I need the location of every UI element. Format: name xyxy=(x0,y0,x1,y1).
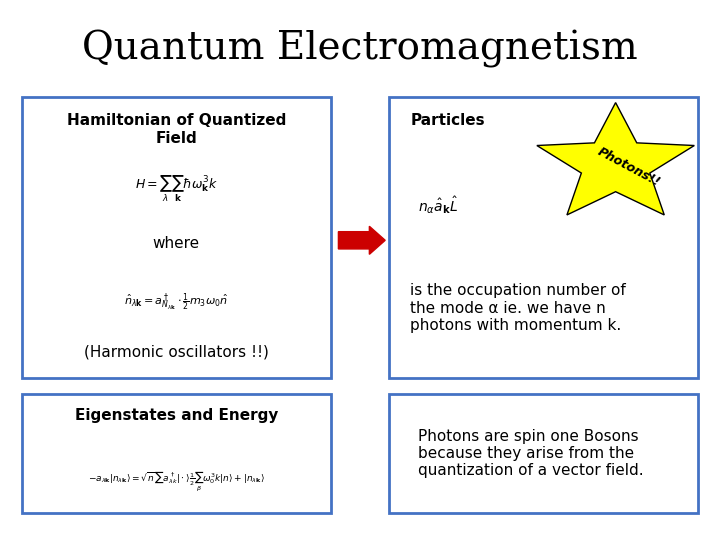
Text: Particles: Particles xyxy=(410,113,485,129)
FancyBboxPatch shape xyxy=(389,394,698,513)
Text: $H = \sum_\lambda \sum_{\mathbf{k}} \hbar \omega_{\mathbf{k}}^3 k$: $H = \sum_\lambda \sum_{\mathbf{k}} \hba… xyxy=(135,174,217,204)
FancyBboxPatch shape xyxy=(22,394,331,513)
FancyBboxPatch shape xyxy=(389,97,698,378)
Text: Quantum Electromagnetism: Quantum Electromagnetism xyxy=(82,30,638,68)
Text: Eigenstates and Energy: Eigenstates and Energy xyxy=(75,408,278,423)
Text: Photons are spin one Bosons
because they arise from the
quantization of a vector: Photons are spin one Bosons because they… xyxy=(418,429,643,478)
Text: is the occupation number of
the mode α ie. we have n
photons with momentum k.: is the occupation number of the mode α i… xyxy=(410,284,626,333)
Text: $-a_{\lambda\mathbf{k}}|n_{\lambda\mathbf{k}}\rangle = \sqrt{n} \sum a^\dagger_{: $-a_{\lambda\mathbf{k}}|n_{\lambda\mathb… xyxy=(88,470,265,494)
Text: where: where xyxy=(153,235,200,251)
FancyBboxPatch shape xyxy=(22,97,331,378)
FancyArrow shape xyxy=(338,226,385,254)
Text: $n_\alpha \hat{a}_{\mathbf{k}} \hat{L}$: $n_\alpha \hat{a}_{\mathbf{k}} \hat{L}$ xyxy=(418,194,458,216)
Polygon shape xyxy=(537,103,694,215)
Text: Photons!!: Photons!! xyxy=(595,145,662,190)
Text: $\hat{n}_{\lambda\mathbf{k}} = a^\dagger_{N_{\lambda\mathbf{k}}} \cdot \frac{1}{: $\hat{n}_{\lambda\mathbf{k}} = a^\dagger… xyxy=(125,292,228,313)
Text: (Harmonic oscillators !!): (Harmonic oscillators !!) xyxy=(84,344,269,359)
Text: Hamiltonian of Quantized
Field: Hamiltonian of Quantized Field xyxy=(67,113,286,146)
